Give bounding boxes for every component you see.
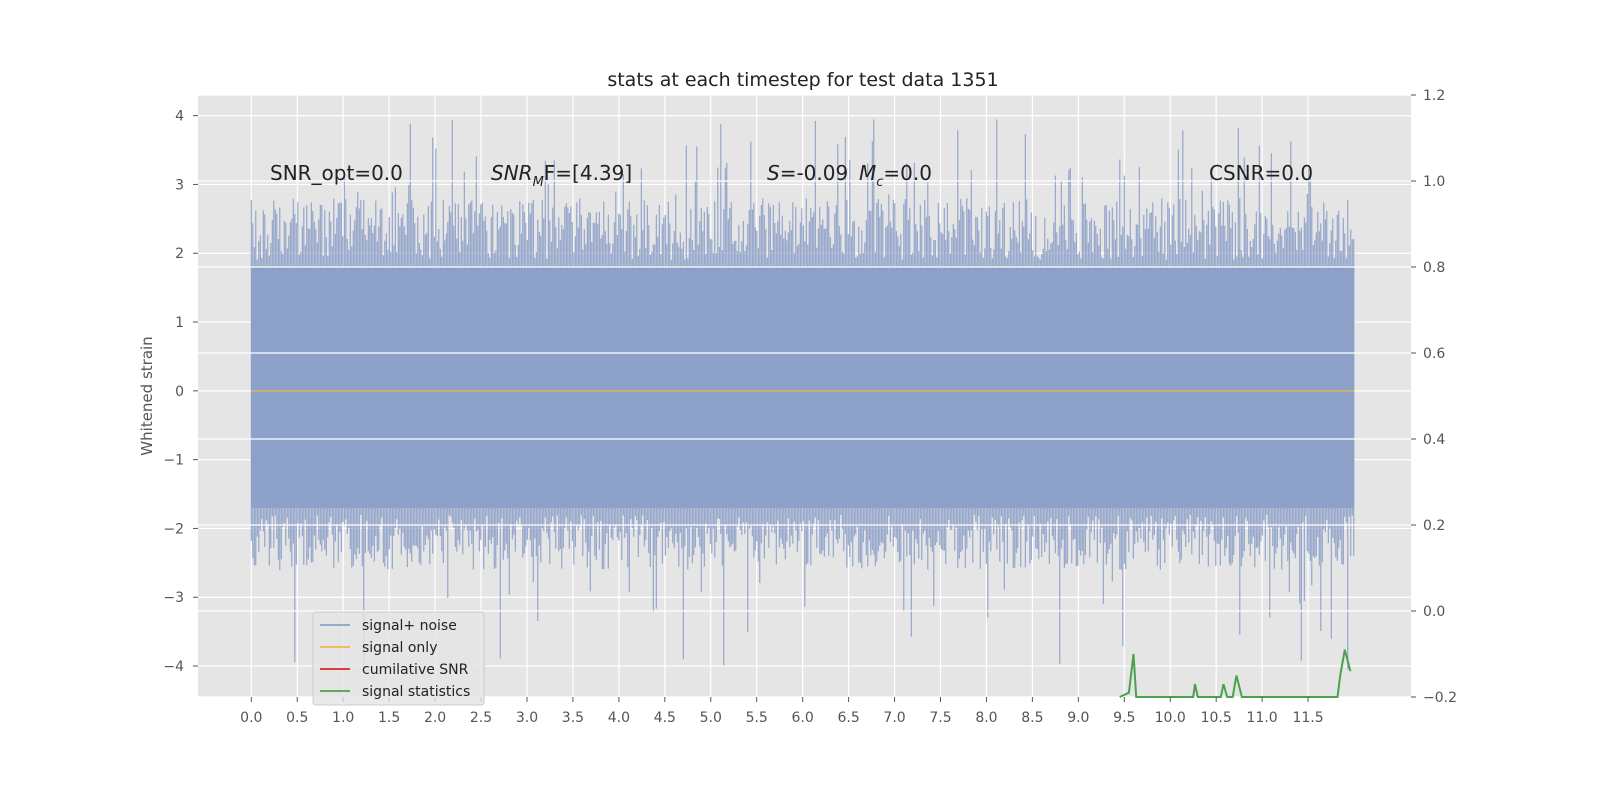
x-axis-ticks: 0.0 0.5 1.0 1.5 2.0 2.5 3.0 3.5 4.0 4.5 5.0 5.5 6.0 6… [240, 697, 1324, 726]
noise-band [251, 267, 1355, 508]
x-tick-label: 5.5 [746, 710, 768, 726]
y2-tick-label: 0.4 [1423, 432, 1445, 448]
legend-items: signal+ noise signal only cumilative SNR si… [320, 618, 470, 700]
annotation-s: S=-0.09 [767, 161, 848, 185]
y-tick-label: 3 [175, 177, 184, 193]
annotation-csnr: CSNR=0.0 [1209, 161, 1313, 185]
x-tick-label: 9.0 [1067, 710, 1089, 726]
legend-box [312, 611, 485, 706]
y2-tick-label: 0.8 [1423, 260, 1445, 276]
snr-mf-rest: F=[4.39] [544, 161, 632, 185]
mc-main: M [859, 161, 876, 185]
annotation-snr-mf: SNRMF=[4.39] [491, 161, 632, 190]
snr-mf-main: SNR [491, 161, 533, 185]
y-tick-label: −2 [163, 521, 184, 537]
y2-tick-label: 0.6 [1423, 346, 1445, 362]
y2-tick-label: 1.0 [1423, 174, 1445, 190]
x-tick-label: 6.5 [837, 710, 859, 726]
x-tick-label: 1.0 [332, 710, 354, 726]
y-tick-label: 2 [175, 246, 184, 262]
x-tick-label: 0.0 [240, 710, 262, 726]
legend-label: cumilative SNR [362, 662, 469, 678]
x-tick-label: 2.0 [424, 710, 446, 726]
x-tick-label: 10.0 [1155, 710, 1186, 726]
series-signal-statistics [1119, 649, 1352, 698]
mc-rest: =0.0 [883, 161, 932, 185]
legend-label: signal+ noise [362, 618, 457, 634]
snr-mf-sub: M [533, 175, 544, 190]
series-signal-noise [250, 119, 1355, 670]
x-tick-label: 10.5 [1201, 710, 1232, 726]
x-tick-label: 4.0 [608, 710, 630, 726]
x-tick-label: 7.0 [883, 710, 905, 726]
y-axis-label: Whitened strain [138, 336, 156, 455]
y-tick-label: 4 [175, 109, 184, 125]
x-tick-label: 8.0 [975, 710, 997, 726]
x-tick-label: 8.5 [1021, 710, 1043, 726]
x-tick-label: 5.0 [700, 710, 722, 726]
chart-title: stats at each timestep for test data 135… [607, 69, 998, 91]
legend-label: signal only [362, 640, 437, 656]
legend-label: signal statistics [362, 684, 470, 700]
y-tick-label: 1 [175, 315, 184, 331]
x-tick-label: 2.5 [470, 710, 492, 726]
y-axis-ticks: 4 3 2 1 0 −1 −2 −3 −4 [163, 109, 198, 675]
s-value: =-0.09 [780, 161, 849, 185]
y2-tick-label: 0.0 [1423, 604, 1445, 620]
y2-tick-label: −0.2 [1423, 690, 1457, 706]
y-tick-label: 0 [175, 384, 184, 400]
legend: signal+ noise signal only cumilative SNR si… [312, 611, 485, 706]
y2-axis-ticks: 1.2 1.0 0.8 0.6 0.4 0.2 0.0 −0.2 [1411, 88, 1457, 706]
x-tick-label: 4.5 [654, 710, 676, 726]
x-tick-label: 3.0 [516, 710, 538, 726]
x-tick-label: 11.0 [1247, 710, 1278, 726]
x-tick-label: 0.5 [286, 710, 308, 726]
x-tick-label: 3.5 [562, 710, 584, 726]
grid-lines-overlay [198, 94, 1411, 698]
y-tick-label: −3 [163, 590, 184, 606]
x-tick-label: 6.0 [792, 710, 814, 726]
y-tick-label: −4 [163, 659, 184, 675]
y2-tick-label: 0.2 [1423, 518, 1445, 534]
y-tick-label: −1 [163, 453, 184, 469]
y2-tick-label: 1.2 [1423, 88, 1445, 104]
s-label: S [767, 161, 780, 185]
annotation-mc: Mc=0.0 [859, 161, 932, 190]
annotation-snr-opt: SNR_opt=0.0 [270, 161, 403, 185]
mc-sub: c [876, 175, 883, 190]
x-tick-label: 11.5 [1292, 710, 1323, 726]
x-tick-label: 1.5 [378, 710, 400, 726]
x-tick-label: 7.5 [929, 710, 951, 726]
x-tick-label: 9.5 [1113, 710, 1135, 726]
